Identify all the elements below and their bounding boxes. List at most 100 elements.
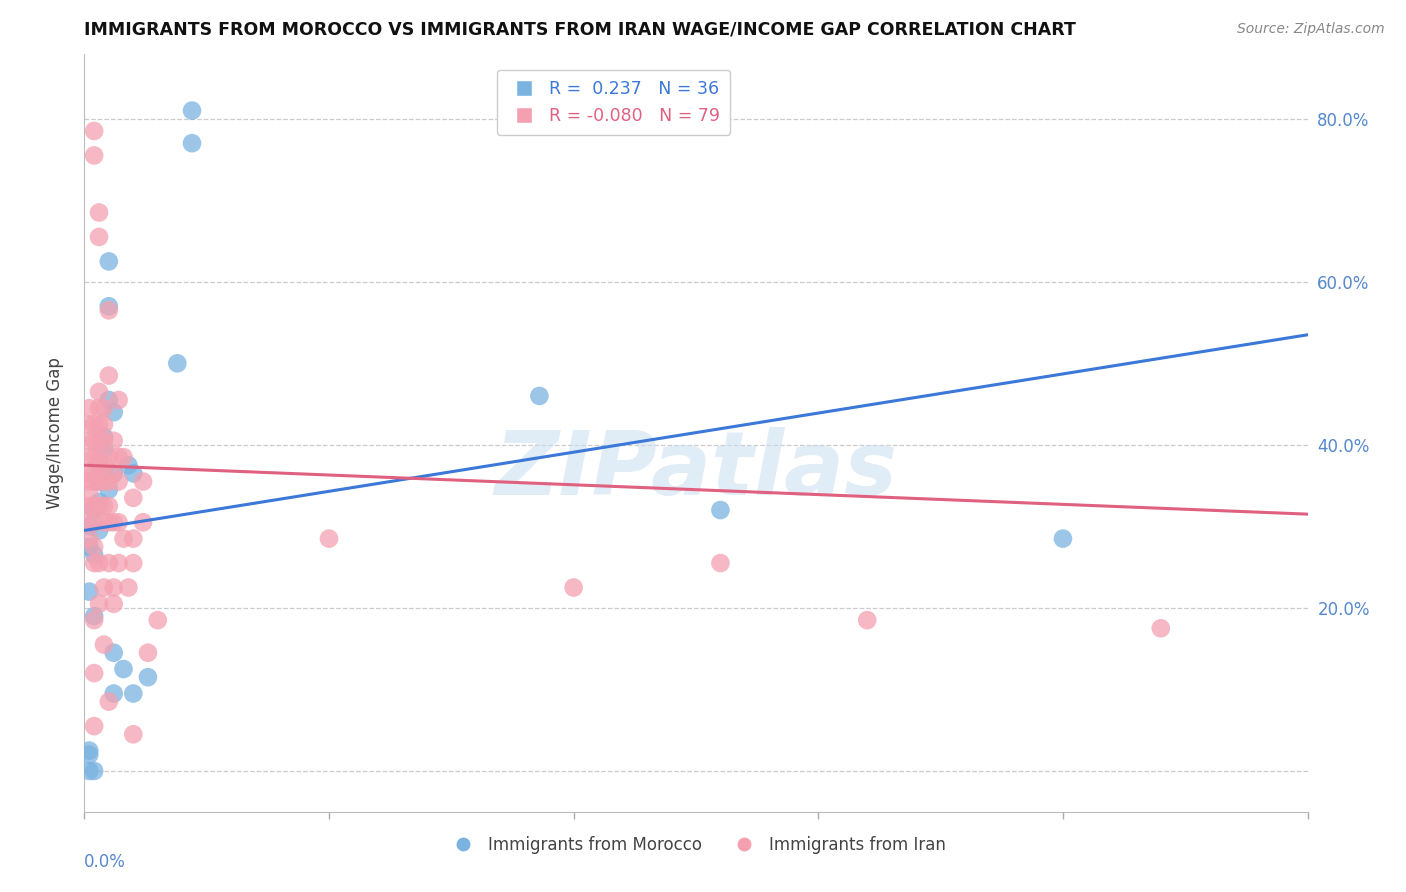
Point [83, 503, 105, 517]
Point [87, 475, 110, 489]
Point [87, 499, 110, 513]
Point [107, 556, 129, 570]
Text: 0.0%: 0.0% [84, 854, 127, 871]
Text: IMMIGRANTS FROM MOROCCO VS IMMIGRANTS FROM IRAN WAGE/INCOME GAP CORRELATION CHAR: IMMIGRANTS FROM MOROCCO VS IMMIGRANTS FR… [84, 21, 1076, 38]
Point [103, 597, 125, 611]
Point [97, 556, 120, 570]
Point [112, 450, 135, 464]
Point [103, 467, 125, 481]
Text: ZIPatlas: ZIPatlas [495, 427, 897, 514]
Point [107, 392, 129, 407]
Point [181, 136, 204, 151]
Point [83, 764, 105, 778]
Point [87, 475, 110, 489]
Point [97, 695, 120, 709]
Point [103, 686, 125, 700]
Point [83, 417, 105, 432]
Point [103, 467, 125, 481]
Point [77, 764, 100, 778]
Point [122, 686, 145, 700]
Point [77, 584, 100, 599]
Point [97, 368, 120, 383]
Point [103, 405, 125, 419]
Point [83, 719, 105, 733]
Point [97, 299, 120, 313]
Point [122, 532, 145, 546]
Point [87, 384, 110, 399]
Point [856, 613, 879, 627]
Point [77, 747, 100, 762]
Point [83, 450, 105, 464]
Point [83, 467, 105, 481]
Text: Source: ZipAtlas.com: Source: ZipAtlas.com [1237, 22, 1385, 37]
Point [83, 148, 105, 162]
Point [87, 556, 110, 570]
Point [97, 392, 120, 407]
Point [77, 475, 100, 489]
Point [87, 597, 110, 611]
Point [87, 458, 110, 473]
Point [97, 303, 120, 318]
Point [93, 430, 115, 444]
Point [112, 532, 135, 546]
Point [103, 646, 125, 660]
Point [77, 417, 100, 432]
Point [77, 516, 100, 530]
Point [87, 417, 110, 432]
Point [122, 491, 145, 505]
Point [93, 581, 115, 595]
Point [87, 434, 110, 448]
Point [77, 499, 100, 513]
Point [107, 475, 129, 489]
Point [97, 254, 120, 268]
Point [122, 556, 145, 570]
Legend: Immigrants from Morocco, Immigrants from Iran: Immigrants from Morocco, Immigrants from… [440, 829, 952, 860]
Point [97, 516, 120, 530]
Point [77, 450, 100, 464]
Point [93, 458, 115, 473]
Point [87, 450, 110, 464]
Point [107, 516, 129, 530]
Point [122, 467, 145, 481]
Point [93, 417, 115, 432]
Point [117, 458, 139, 473]
Point [709, 556, 731, 570]
Point [103, 516, 125, 530]
Point [77, 434, 100, 448]
Point [112, 662, 135, 676]
Point [136, 646, 159, 660]
Point [87, 495, 110, 509]
Point [93, 516, 115, 530]
Point [146, 613, 169, 627]
Point [77, 487, 100, 501]
Point [107, 450, 129, 464]
Y-axis label: Wage/Income Gap: Wage/Income Gap [45, 357, 63, 508]
Point [77, 743, 100, 757]
Point [97, 483, 120, 497]
Point [103, 581, 125, 595]
Point [93, 499, 115, 513]
Point [83, 556, 105, 570]
Point [77, 540, 100, 554]
Point [97, 499, 120, 513]
Point [93, 442, 115, 456]
Point [562, 581, 585, 595]
Point [87, 524, 110, 538]
Point [97, 475, 120, 489]
Point [117, 581, 139, 595]
Point [97, 450, 120, 464]
Point [132, 475, 155, 489]
Point [93, 434, 115, 448]
Point [1150, 621, 1173, 635]
Point [83, 499, 105, 513]
Point [103, 434, 125, 448]
Point [136, 670, 159, 684]
Point [87, 205, 110, 219]
Point [83, 516, 105, 530]
Point [166, 356, 188, 370]
Point [93, 475, 115, 489]
Point [83, 609, 105, 624]
Point [77, 401, 100, 416]
Point [77, 467, 100, 481]
Point [83, 540, 105, 554]
